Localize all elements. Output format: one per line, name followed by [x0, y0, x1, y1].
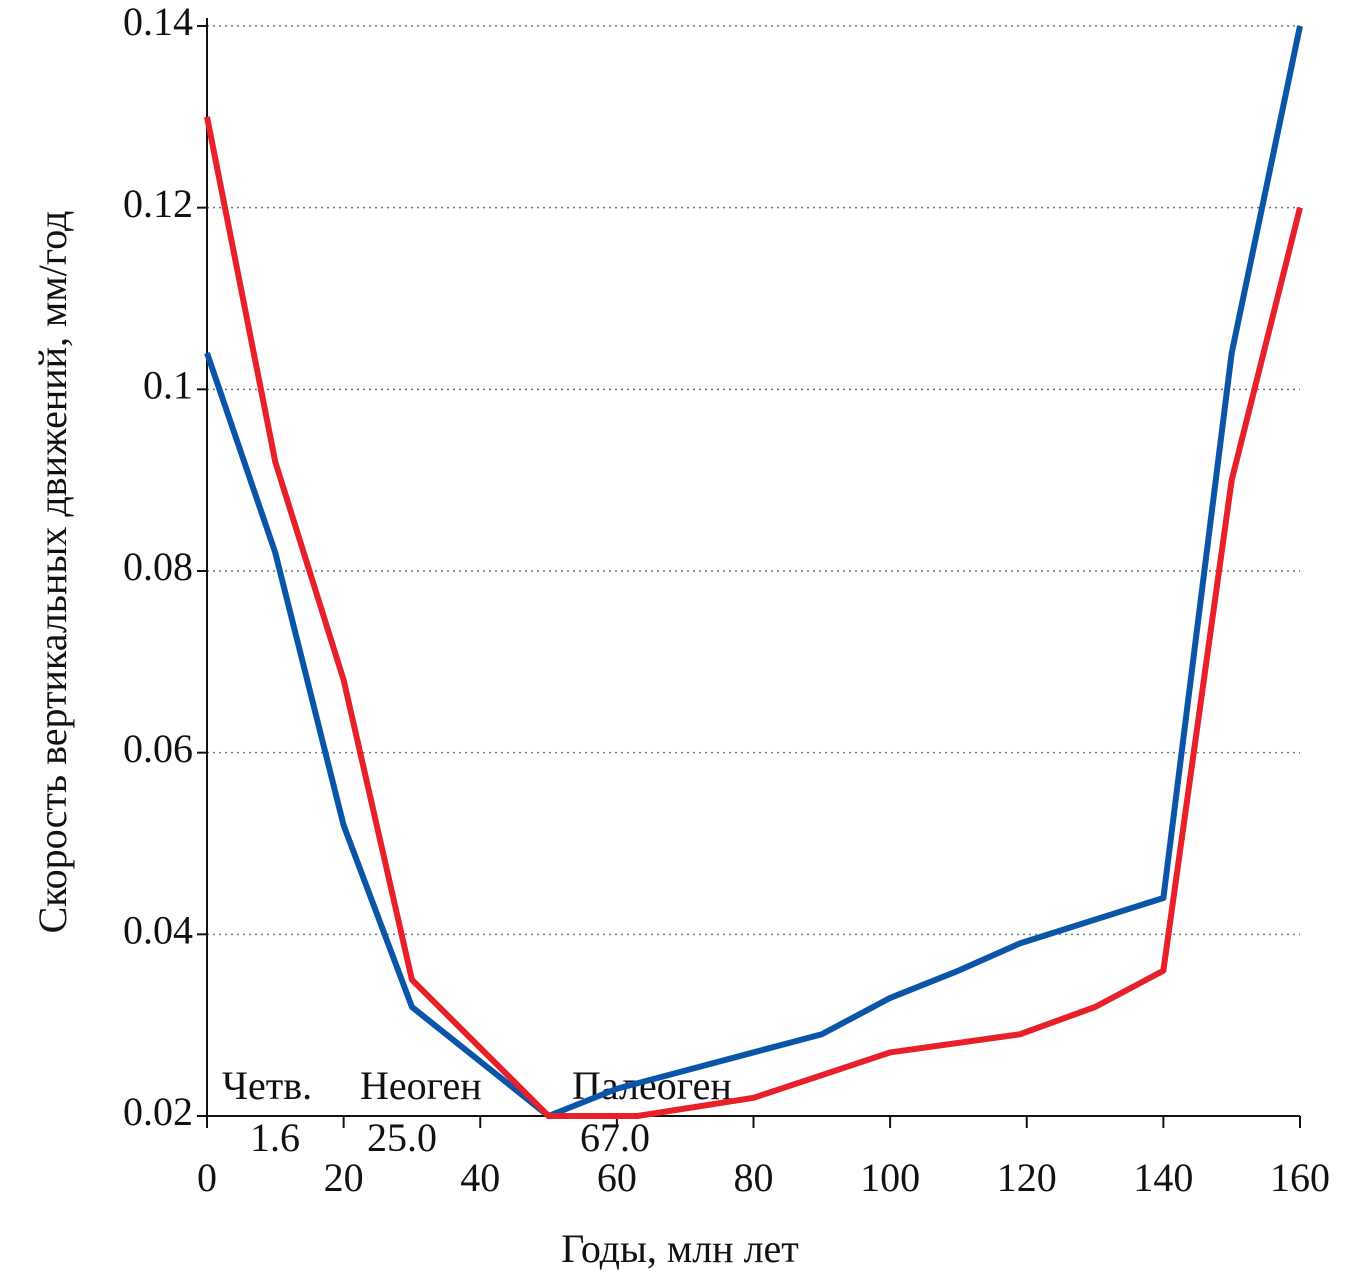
y-tick-label: 0.14 [123, 0, 193, 44]
y-tick-label: 0.12 [123, 181, 193, 226]
annotation: Палеоген [572, 1063, 732, 1108]
line-series [204, 116, 1303, 1119]
x-tick-label: 160 [1270, 1155, 1330, 1200]
y-tick-label: 0.08 [123, 544, 193, 589]
y-tick-label: 0.1 [143, 363, 193, 408]
x-tick-label: 20 [324, 1155, 364, 1200]
annotation: Четв. [222, 1063, 312, 1108]
x-tick-label: 80 [734, 1155, 774, 1200]
x-tick-label: 0 [197, 1155, 217, 1200]
annotation: 25.0 [367, 1115, 437, 1160]
x-tick-label: 60 [597, 1155, 637, 1200]
y-axis-label: Скорость вертикальных движений, мм/год [30, 211, 75, 934]
x-tick-label: 40 [460, 1155, 500, 1200]
line-series [204, 25, 1303, 1119]
y-tick-label: 0.06 [123, 726, 193, 771]
x-tick-label: 100 [860, 1155, 920, 1200]
y-tick-label: 0.04 [123, 908, 193, 953]
x-tick-label: 120 [997, 1155, 1057, 1200]
annotation: 67.0 [580, 1115, 650, 1160]
annotation: 1.6 [250, 1115, 300, 1160]
annotation: Неоген [360, 1063, 482, 1108]
x-tick-label: 140 [1133, 1155, 1193, 1200]
y-tick-label: 0.02 [123, 1089, 193, 1134]
x-axis-label: Годы, млн лет [561, 1226, 799, 1271]
